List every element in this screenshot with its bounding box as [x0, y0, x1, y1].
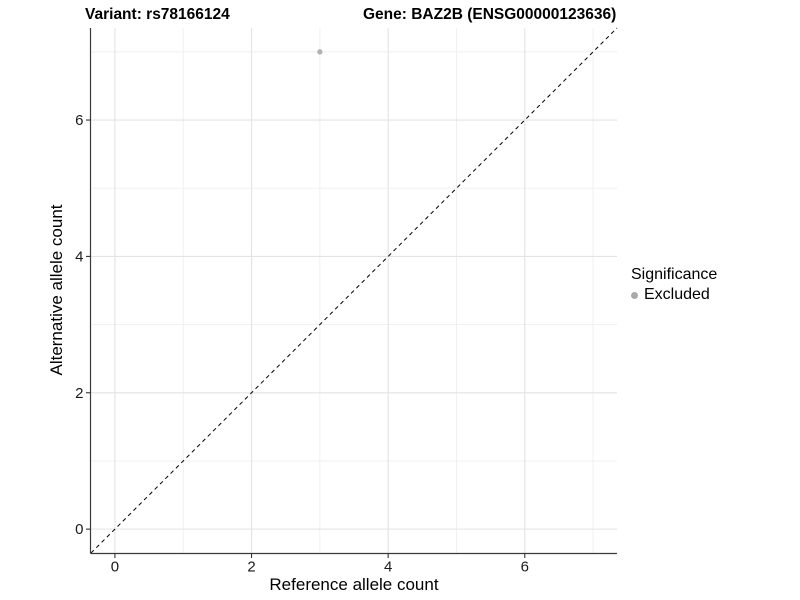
- x-axis-title: Reference allele count: [269, 575, 439, 594]
- legend-item-excluded: Excluded: [631, 286, 717, 304]
- legend-title: Significance: [631, 266, 718, 283]
- legend: Significance Excluded: [631, 266, 717, 304]
- legend-point-icon: [631, 291, 638, 299]
- plot-title-gene: Gene: BAZ2B (ENSG00000123636): [363, 6, 617, 23]
- y-axis-title: Alternative allele count: [47, 204, 66, 376]
- y-tick-label: 0: [75, 521, 83, 538]
- x-tick-label: 6: [521, 559, 529, 576]
- y-tick-label: 4: [75, 248, 83, 265]
- y-tick-label: 2: [75, 385, 83, 402]
- data-point: [317, 49, 323, 55]
- legend-item-label: Excluded: [644, 286, 710, 303]
- x-tick-label: 0: [111, 559, 119, 576]
- x-tick-label: 4: [384, 559, 392, 576]
- plot-title-variant: Variant: rs78166124: [85, 6, 230, 23]
- y-tick-label: 6: [75, 112, 83, 129]
- x-tick-label: 2: [247, 559, 255, 576]
- identity-dashed-line: [90, 27, 618, 554]
